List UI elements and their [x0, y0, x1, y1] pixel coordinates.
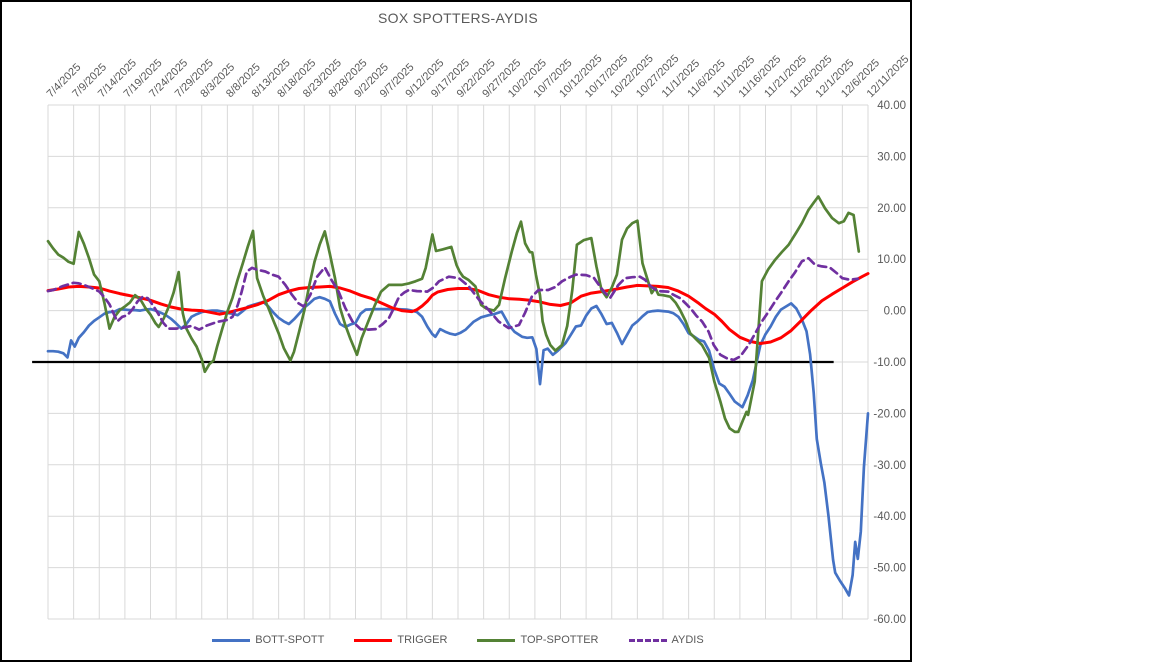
legend-item-aydis[interactable]: AYDIS	[628, 634, 704, 646]
legend-label: AYDIS	[671, 634, 704, 646]
legend-line-swatch-aydis	[628, 638, 667, 642]
legend-label: TOP-SPOTTER	[520, 634, 599, 646]
y-axis-tick-label: -60.00	[873, 614, 906, 626]
chart-title: SOX SPOTTERS-AYDIS	[378, 10, 538, 26]
legend-label: BOTT-SPOTT	[255, 634, 325, 646]
chart-frame: SOX SPOTTERS-AYDIS 40.00 30.00 20.00 10.00 0…	[0, 0, 912, 662]
y-axis-tick-label: -50.00	[873, 563, 906, 575]
series-line-aydis[interactable]	[46, 256, 860, 362]
legend-item-top-spotter[interactable]: TOP-SPOTTER	[477, 634, 599, 646]
y-axis-tick-label: -10.00	[873, 357, 906, 369]
legend-item-trigger[interactable]: TRIGGER	[354, 634, 447, 646]
y-axis-tick-label: -30.00	[873, 460, 906, 472]
series-line-trigger[interactable]	[46, 272, 870, 345]
legend-line-swatch-trigger	[354, 638, 393, 642]
y-axis-tick-label: -40.00	[873, 511, 906, 523]
legend-label: TRIGGER	[397, 634, 448, 646]
legend-item-bott-spott[interactable]: BOTT-SPOTT	[212, 634, 324, 646]
y-axis-tick-label: 30.00	[877, 151, 906, 163]
y-axis-tick-label: 10.00	[877, 254, 906, 266]
series-line-bott-spott[interactable]	[46, 295, 870, 597]
series-line-top-spotter[interactable]	[46, 195, 861, 434]
y-axis-tick-label: 20.00	[877, 203, 906, 215]
chart-plot-area[interactable]: 40.00 30.00 20.00 10.00 0.00 -10.00 -20.00 -30.…	[2, 2, 914, 662]
legend-line-swatch-top-spotter	[477, 638, 516, 642]
chart-legend: BOTT-SPOTT TRIGGER TOP-SPOTTER AYDIS	[2, 634, 914, 646]
y-axis-tick-label: 40.00	[877, 100, 906, 112]
y-axis-tick-label: -20.00	[873, 408, 906, 420]
legend-line-swatch-bott-spott	[212, 638, 251, 642]
y-axis-tick-label: 0.00	[884, 306, 906, 318]
